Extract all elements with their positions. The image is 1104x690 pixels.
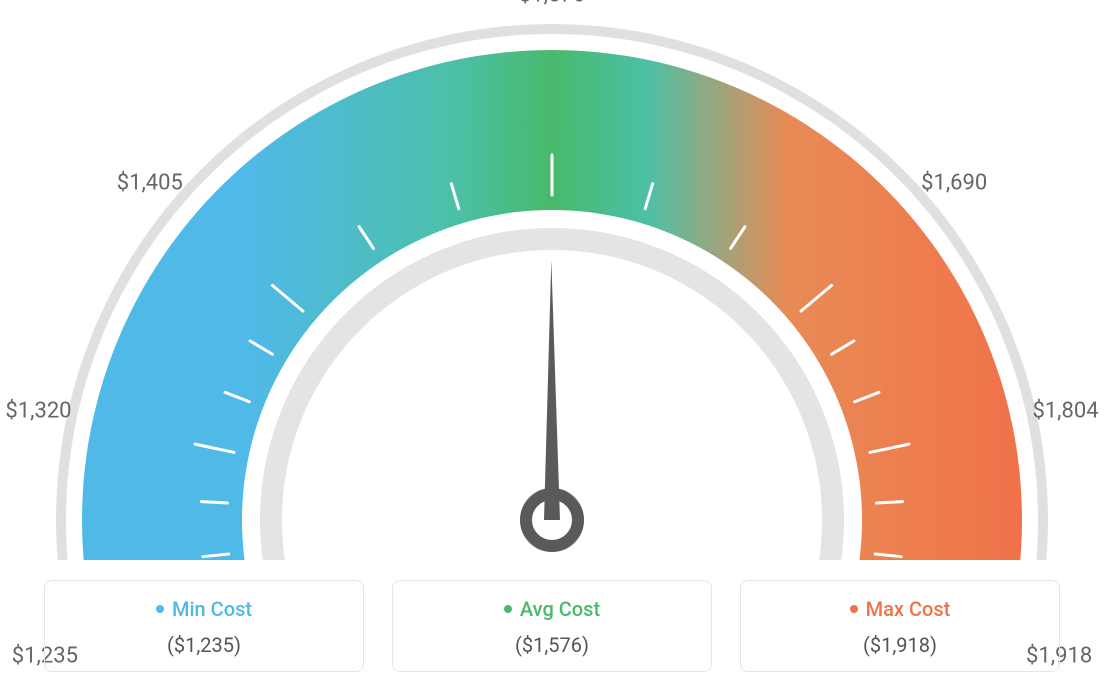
legend-card-avg: Avg Cost ($1,576) — [392, 580, 712, 672]
gauge-tick-label: $1,690 — [921, 170, 987, 195]
legend-dot-avg — [504, 605, 512, 613]
gauge-tick-label: $1,405 — [117, 170, 183, 195]
legend-title-max: Max Cost — [850, 597, 951, 621]
legend-card-min: Min Cost ($1,235) — [44, 580, 364, 672]
legend-label-min: Min Cost — [172, 597, 252, 621]
legend-dot-max — [850, 605, 858, 613]
legend-title-min: Min Cost — [156, 597, 252, 621]
legend-row: Min Cost ($1,235) Avg Cost ($1,576) Max … — [0, 580, 1104, 672]
legend-value-max: ($1,918) — [741, 633, 1059, 657]
gauge-tick-label: $1,576 — [519, 0, 585, 8]
legend-title-avg: Avg Cost — [504, 597, 600, 621]
legend-card-max: Max Cost ($1,918) — [740, 580, 1060, 672]
legend-dot-min — [156, 605, 164, 613]
legend-label-max: Max Cost — [866, 597, 951, 621]
gauge-chart — [0, 0, 1104, 560]
legend-label-avg: Avg Cost — [520, 597, 600, 621]
gauge-tick-label: $1,320 — [5, 398, 71, 423]
legend-value-min: ($1,235) — [45, 633, 363, 657]
legend-value-avg: ($1,576) — [393, 633, 711, 657]
gauge-container: $1,235$1,320$1,405$1,576$1,690$1,804$1,9… — [0, 0, 1104, 560]
gauge-tick-label: $1,804 — [1032, 398, 1098, 423]
